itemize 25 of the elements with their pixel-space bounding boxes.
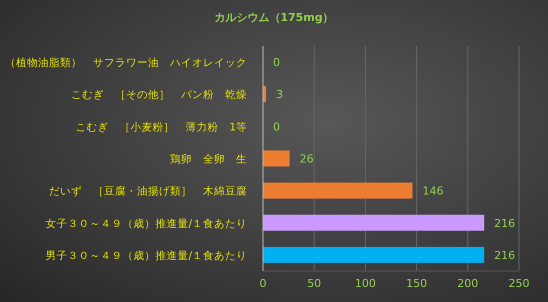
data-label: 0 bbox=[273, 56, 280, 70]
data-label: 3 bbox=[276, 88, 284, 102]
data-label: 146 bbox=[422, 184, 444, 198]
x-tick-label: 150 bbox=[406, 276, 428, 290]
chart-title: カルシウム（175mg） bbox=[213, 10, 335, 25]
data-label: 216 bbox=[494, 216, 516, 230]
y-tick-label: 男子３０～４９（歳）推進量/１食あたり bbox=[45, 248, 247, 262]
y-tick-label: だいず ［豆腐・油揚げ類］ 木綿豆腐 bbox=[49, 184, 247, 198]
x-tick-label: 50 bbox=[307, 276, 322, 290]
x-tick-label: 100 bbox=[354, 276, 376, 290]
bar bbox=[263, 182, 413, 199]
y-tick-label: こむぎ ［その他］ パン粉 乾燥 bbox=[71, 89, 247, 102]
y-tick-label: こむぎ ［小麦粉］ 薄力粉 1等 bbox=[75, 120, 247, 134]
data-label: 26 bbox=[300, 152, 314, 166]
data-label: 216 bbox=[494, 248, 516, 262]
x-tick-label: 200 bbox=[457, 276, 478, 290]
y-tick-label: 女子３０～４９（歳）推進量/１食あたり bbox=[45, 216, 247, 230]
data-label: 0 bbox=[273, 120, 280, 134]
bar bbox=[263, 246, 484, 263]
bar bbox=[263, 150, 290, 166]
x-tick-label: 0 bbox=[260, 276, 266, 290]
y-tick-label: （植物油脂類） サフラワー油 ハイオレイック bbox=[5, 56, 247, 70]
y-tick-label: 鶏卵 全卵 生 bbox=[170, 152, 247, 166]
x-tick-label: 250 bbox=[508, 276, 530, 290]
bar bbox=[263, 214, 484, 231]
